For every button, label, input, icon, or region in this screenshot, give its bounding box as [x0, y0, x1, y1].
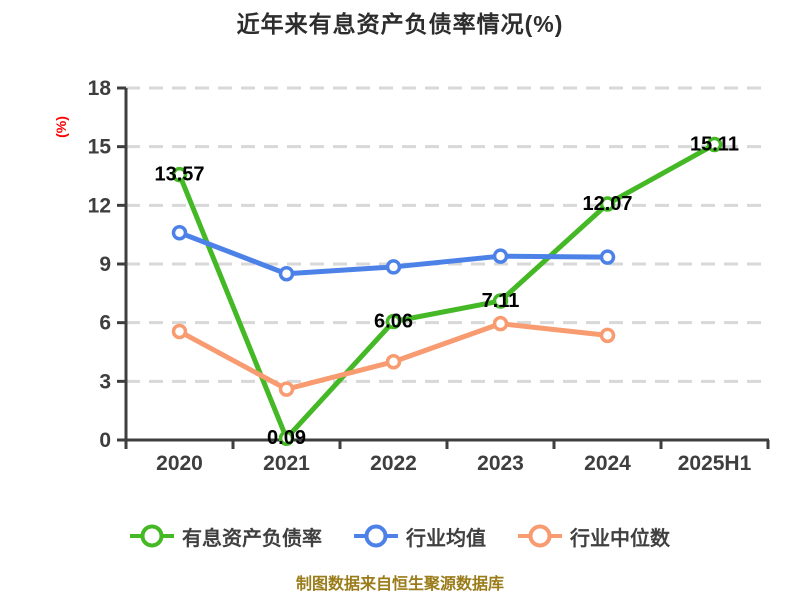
data-source-note: 制图数据来自恒生聚源数据库 — [295, 576, 504, 593]
value-label-interest-bearing-debt-ratio: 0.09 — [267, 427, 306, 449]
data-point-interest-bearing-debt-ratio — [599, 196, 616, 212]
data-point-industry-median — [385, 354, 402, 370]
data-point-interest-bearing-debt-ratio — [492, 293, 509, 309]
line-chart: 0 3 6 9 12 15 18 2020 2021 2022 2023 2024 2025H1 (%) 1… — [53, 77, 770, 470]
data-point-interest-bearing-debt-ratio — [385, 313, 402, 330]
x-tick-label: 2021 — [263, 452, 310, 470]
value-label-interest-bearing-debt-ratio: 12.07 — [582, 193, 632, 215]
data-point-interest-bearing-debt-ratio — [278, 430, 295, 446]
data-point-interest-bearing-debt-ratio — [171, 166, 188, 183]
legend-marker-icon — [354, 524, 398, 548]
legend: 有息资产负债率 行业均值 行业中位数 — [0, 512, 800, 560]
y-tick-label: 18 — [88, 77, 112, 100]
legend-marker-icon — [518, 524, 562, 548]
x-tick-label: 2020 — [156, 452, 203, 470]
legend-label: 有息资产负债率 — [182, 527, 322, 550]
y-axis-unit-label: (%) — [53, 116, 69, 138]
legend-label: 行业中位数 — [570, 527, 670, 550]
y-tick-label: 3 — [99, 370, 111, 393]
data-point-industry-median — [492, 315, 509, 332]
y-tick-label: 6 — [99, 312, 111, 335]
data-point-industry-average — [171, 224, 188, 241]
series-line-interest-bearing-debt-ratio — [177, 142, 717, 441]
data-point-industry-average — [599, 249, 616, 265]
x-tick-label: 2022 — [370, 452, 417, 470]
legend-item-industry-average[interactable]: 行业均值 — [354, 521, 486, 551]
value-label-interest-bearing-debt-ratio: 15.11 — [690, 134, 739, 156]
data-point-industry-median — [171, 323, 188, 340]
value-label-interest-bearing-debt-ratio: 6.06 — [374, 310, 413, 332]
data-point-industry-average — [385, 259, 402, 275]
x-tick-label: 2024 — [584, 452, 631, 470]
data-point-industry-median — [278, 381, 295, 397]
value-label-interest-bearing-debt-ratio: 7.11 — [482, 290, 520, 312]
chart-title: 近年来有息资产负债率情况(%) — [236, 11, 564, 37]
y-tick-label: 15 — [88, 136, 112, 159]
value-label-interest-bearing-debt-ratio: 13.57 — [154, 164, 204, 186]
data-point-interest-bearing-debt-ratio — [706, 136, 723, 153]
data-point-industry-median — [599, 327, 616, 344]
data-point-industry-average — [278, 266, 295, 282]
x-tick-label: 2025H1 — [678, 452, 752, 470]
legend-item-interest-bearing-debt-ratio[interactable]: 有息资产负债率 — [130, 521, 322, 551]
data-point-industry-average — [492, 248, 509, 264]
legend-label: 行业均值 — [406, 527, 486, 550]
y-tick-label: 12 — [88, 194, 111, 217]
y-tick-label: 0 — [99, 429, 111, 452]
x-tick-label: 2023 — [477, 452, 524, 470]
y-tick-label: 9 — [99, 253, 111, 276]
legend-marker-icon — [130, 524, 174, 548]
legend-item-industry-median[interactable]: 行业中位数 — [518, 521, 670, 551]
